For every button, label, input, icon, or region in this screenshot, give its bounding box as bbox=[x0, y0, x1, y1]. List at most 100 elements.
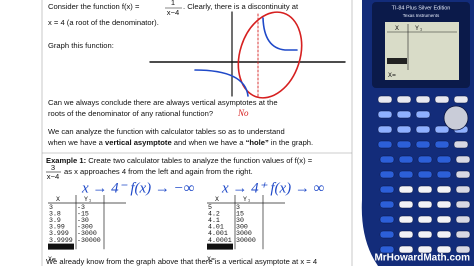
calculator: TI-84 Plus Silver Edition Texas Instrume… bbox=[361, 0, 474, 266]
calculator-key bbox=[436, 170, 452, 179]
calculator-key bbox=[455, 215, 471, 224]
table-cursor bbox=[48, 243, 74, 250]
calculator-key bbox=[434, 125, 450, 134]
table-cell: 3.9 bbox=[49, 217, 61, 224]
screen bbox=[385, 22, 459, 80]
fraction-denominator: x−4 bbox=[167, 8, 179, 17]
calculator-key bbox=[417, 155, 433, 164]
table-cell: 4.0001 bbox=[208, 237, 232, 244]
calculator-key bbox=[417, 215, 433, 224]
calculator-key bbox=[379, 185, 395, 194]
table-cell: 4.001 bbox=[208, 230, 228, 237]
calculator-key bbox=[398, 185, 414, 194]
table-cell: -15 bbox=[77, 210, 89, 217]
table-cell: 30000 bbox=[236, 237, 256, 244]
table-cell: 300 bbox=[236, 224, 248, 231]
table-footer: X= bbox=[207, 256, 215, 263]
brand: Texas Instruments bbox=[403, 13, 440, 18]
screen-footer: X= bbox=[388, 72, 396, 79]
calculator-key bbox=[396, 125, 412, 134]
table-cell: 4.01 bbox=[208, 224, 224, 231]
fraction-numerator: 3 bbox=[51, 163, 55, 172]
fraction-numerator: 1 bbox=[171, 0, 175, 7]
table-cell: 3.999 bbox=[49, 230, 69, 237]
text: x = 4 (a root of the denominator). bbox=[48, 18, 159, 27]
calculator-key bbox=[396, 110, 412, 119]
handwritten-note: x → 4⁻ f(x) → −∞ bbox=[81, 180, 195, 196]
model-name: TI-84 Plus Silver Edition bbox=[392, 5, 451, 11]
calculator-key bbox=[417, 230, 433, 239]
calculator-key bbox=[377, 125, 393, 134]
calculator-key bbox=[396, 95, 412, 104]
calculator-key bbox=[436, 215, 452, 224]
text: We can analyze the function with calcula… bbox=[48, 127, 285, 136]
table-cell: 30 bbox=[236, 217, 244, 224]
calculator-key bbox=[455, 245, 471, 254]
calculator-key bbox=[398, 215, 414, 224]
calculator-key bbox=[377, 110, 393, 119]
table-header: Y₁ bbox=[243, 196, 251, 203]
text: Graph this function: bbox=[48, 41, 114, 50]
calculator-key bbox=[434, 140, 450, 149]
calculator-key bbox=[379, 170, 395, 179]
text: vertical asymptote bbox=[105, 138, 172, 147]
calculator-key bbox=[379, 245, 395, 254]
text: Consider the function f(x) = bbox=[48, 2, 140, 11]
calculator-key bbox=[455, 170, 471, 179]
table-cell: 3.9999 bbox=[49, 237, 73, 244]
calculator-key bbox=[415, 110, 431, 119]
watermark: MrHowardMath.com bbox=[374, 253, 470, 264]
text: as x approaches 4 from the left and agai… bbox=[64, 167, 253, 176]
table-cell: 3.8 bbox=[49, 210, 61, 217]
table-cell: 4.1 bbox=[208, 217, 220, 224]
handwritten-answer: No bbox=[237, 108, 249, 118]
calculator-key bbox=[377, 95, 393, 104]
table-cell: -30 bbox=[77, 217, 89, 224]
text: Example 1: bbox=[46, 156, 86, 165]
calculator-key bbox=[455, 230, 471, 239]
calculator-key bbox=[398, 200, 414, 209]
calculator-key bbox=[417, 170, 433, 179]
table-cell: 4.2 bbox=[208, 210, 220, 217]
calculator-key bbox=[398, 245, 414, 254]
calculator-key bbox=[396, 140, 412, 149]
text: Create two calculator tables to analyze … bbox=[86, 156, 313, 165]
fraction-denominator: x−4 bbox=[47, 172, 59, 181]
calculator-key bbox=[434, 95, 450, 104]
calculator-key bbox=[455, 200, 471, 209]
calculator-key bbox=[379, 200, 395, 209]
calculator-key bbox=[417, 200, 433, 209]
screen-header: X bbox=[395, 25, 399, 32]
screen-header: Y₁ bbox=[415, 25, 423, 32]
table-cursor bbox=[207, 243, 233, 250]
table-cell: 3000 bbox=[236, 230, 252, 237]
text: . Clearly, there is a discontinuity at bbox=[183, 2, 299, 11]
calculator-key bbox=[417, 245, 433, 254]
table-cell: -30000 bbox=[77, 237, 101, 244]
sketch-graph bbox=[149, 11, 346, 99]
calculator-key bbox=[436, 185, 452, 194]
table-footer: X= bbox=[48, 256, 56, 263]
table-cell: 3 bbox=[236, 204, 240, 211]
calculator-key bbox=[379, 215, 395, 224]
text: “hole” bbox=[246, 138, 269, 147]
text: Example 1: Create two calculator tables … bbox=[46, 156, 313, 165]
table-cell: 5 bbox=[208, 204, 212, 211]
table-header: Y₁ bbox=[84, 196, 92, 203]
calculator-key bbox=[453, 140, 469, 149]
calculator-key bbox=[415, 125, 431, 134]
text: We already know from the graph above tha… bbox=[46, 257, 317, 266]
calculator-key bbox=[436, 230, 452, 239]
text: and when we have a bbox=[172, 138, 246, 147]
arrow-pad bbox=[443, 105, 469, 131]
calculator-key bbox=[417, 185, 433, 194]
text: in the graph. bbox=[269, 138, 313, 147]
table-cell: 3 bbox=[49, 204, 53, 211]
text: roots of the denominator of any rational… bbox=[48, 109, 213, 118]
calculator-key bbox=[377, 140, 393, 149]
screen-cursor bbox=[387, 58, 407, 64]
table-header: X bbox=[56, 196, 60, 203]
table-cell: -3000 bbox=[77, 230, 97, 237]
